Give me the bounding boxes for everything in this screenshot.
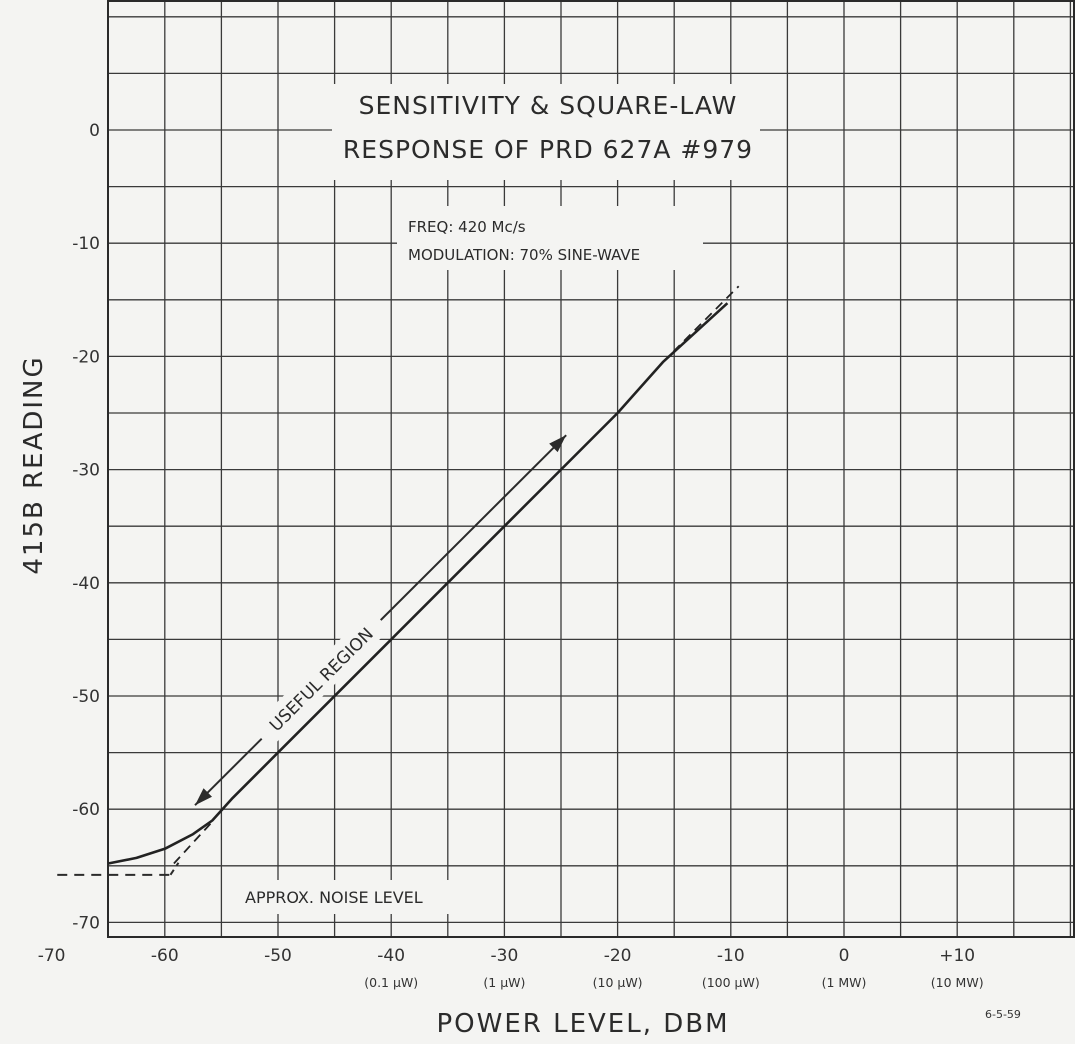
x-tick-sublabel: (10 MW): [931, 975, 984, 990]
x-tick-label: 0: [839, 946, 850, 966]
y-tick-label: -70: [72, 913, 100, 933]
x-tick-label: +10: [939, 946, 975, 966]
useful-label-mask: [251, 609, 390, 748]
chart-title-line-2: RESPONSE OF PRD 627A #979: [343, 135, 753, 164]
response-curve: [107, 302, 729, 865]
x-tick-label: -30: [491, 946, 519, 966]
date-stamp: 6-5-59: [985, 1008, 1021, 1021]
x-tick-label: -50: [264, 946, 292, 966]
y-tick-labels: 0 -10 -20 -30 -40 -50 -60 -70: [72, 121, 100, 933]
noise-label-mask: [240, 880, 472, 914]
x-tick-sublabel: (10 μW): [593, 975, 643, 990]
x-tick-label: -20: [604, 946, 632, 966]
conditions-mask: [397, 206, 703, 270]
x-tick-label: -70: [38, 946, 66, 966]
x-tick-sublabel: (0.1 μW): [364, 975, 418, 990]
chart-title-line-1: SENSITIVITY & SQUARE-LAW: [359, 91, 738, 120]
y-tick-label: 0: [89, 121, 100, 141]
title-mask: [332, 84, 760, 180]
x-tick-labels: -70 -60 -50 -40 (0.1 μW) -30 (1 μW) -20 (10 μW) -…: [38, 946, 984, 990]
noise-level-label: APPROX. NOISE LEVEL: [245, 888, 423, 907]
useful-region-label-group: USEFUL REGION: [251, 609, 390, 748]
y-axis-title: 415B READING: [19, 355, 49, 574]
y-tick-label: -20: [72, 347, 100, 367]
useful-region-arrowhead-bottom: [195, 788, 213, 806]
modulation-note: MODULATION: 70% SINE-WAVE: [408, 246, 640, 264]
y-tick-label: -60: [72, 800, 100, 820]
y-tick-label: -50: [72, 687, 100, 707]
frequency-note: FREQ: 420 Mc/s: [408, 218, 526, 236]
response-curves: [107, 285, 740, 865]
plot-frame: [107, 0, 1075, 938]
noise-level-marker: APPROX. NOISE LEVEL: [57, 862, 472, 914]
square-law-dashed-line: [173, 821, 213, 865]
x-tick-sublabel: (1 μW): [483, 975, 525, 990]
y-tick-label: -30: [72, 461, 100, 481]
useful-region-arrowhead-top: [549, 435, 567, 453]
useful-region-label: USEFUL REGION: [266, 624, 378, 736]
noise-level-tick: [169, 862, 180, 876]
x-tick-sublabel: (100 μW): [702, 975, 760, 990]
useful-region-marker: USEFUL REGION: [194, 434, 567, 806]
y-tick-label: -10: [72, 234, 100, 254]
conditions-block: FREQ: 420 Mc/s MODULATION: 70% SINE-WAVE: [397, 206, 703, 270]
x-axis-title: POWER LEVEL, DBM: [436, 1009, 729, 1039]
square-law-dashed-line: [662, 285, 740, 363]
x-tick-sublabel: (1 MW): [822, 975, 867, 990]
x-tick-label: -60: [151, 946, 179, 966]
x-tick-label: -40: [377, 946, 405, 966]
x-tick-label: -10: [717, 946, 745, 966]
title-block: SENSITIVITY & SQUARE-LAW RESPONSE OF PRD…: [332, 84, 760, 180]
y-tick-label: -40: [72, 574, 100, 594]
